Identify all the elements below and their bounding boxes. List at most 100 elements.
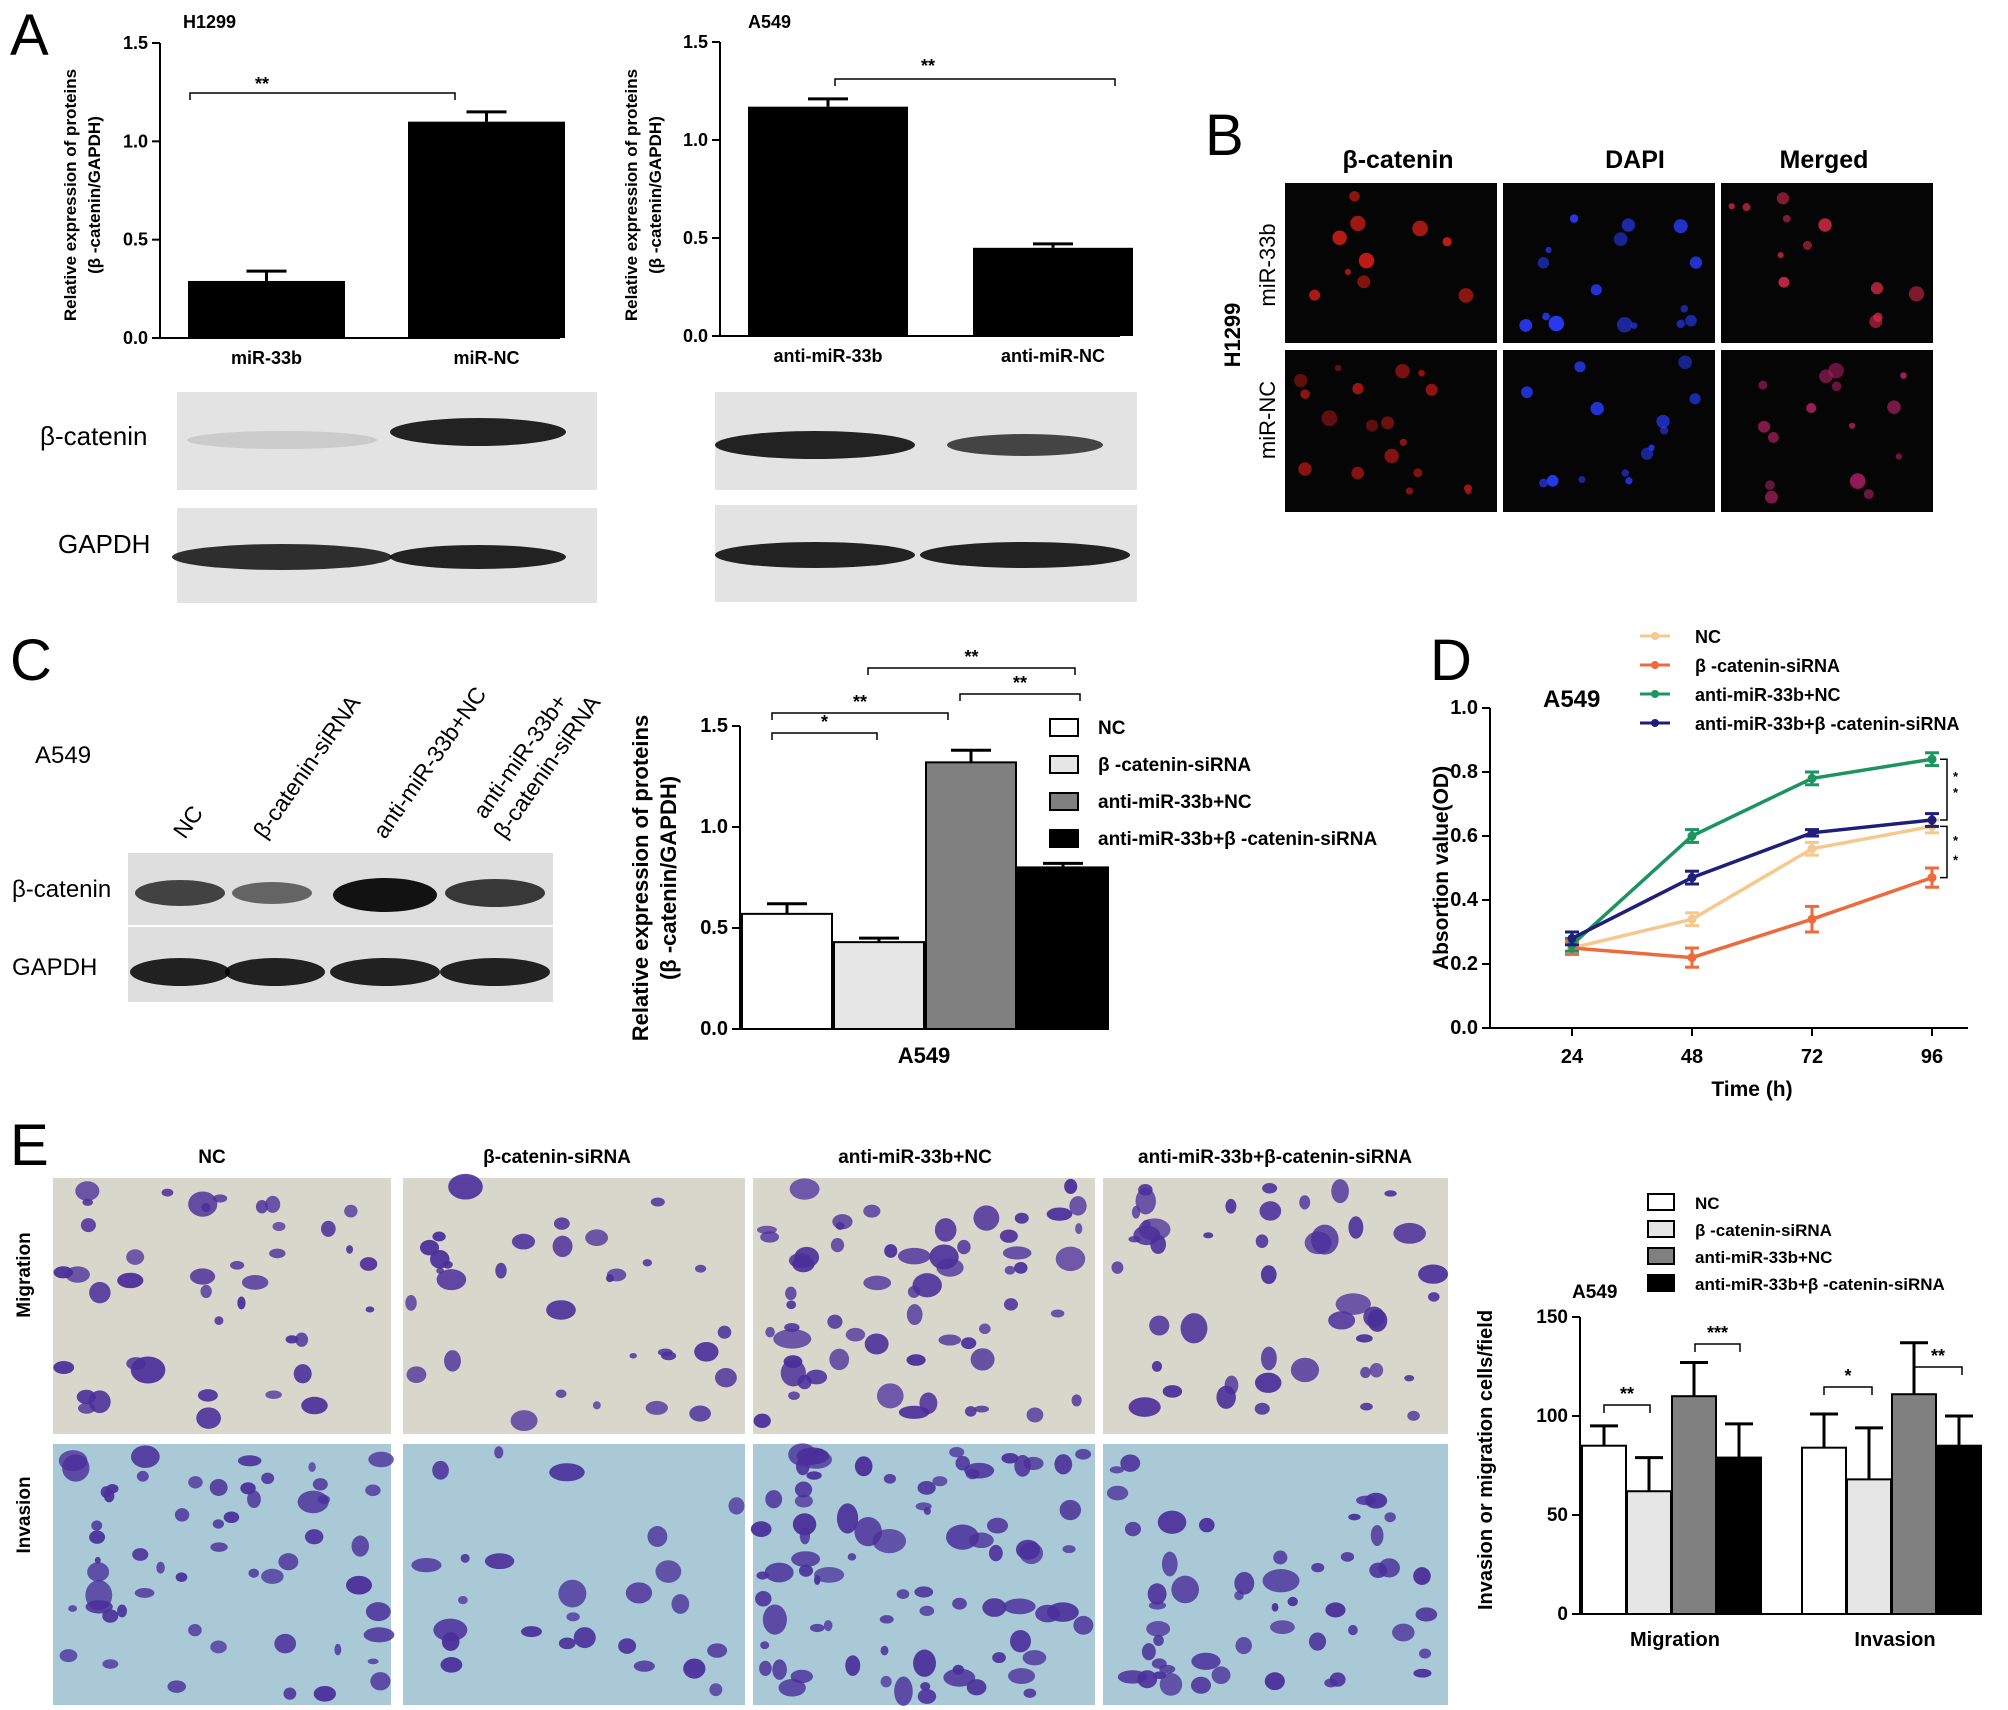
fluorescent-cell bbox=[1900, 372, 1907, 379]
stained-cell bbox=[946, 1524, 979, 1550]
stained-cell bbox=[558, 1637, 576, 1650]
stained-cell bbox=[707, 1643, 728, 1658]
stained-cell bbox=[1026, 1407, 1044, 1423]
stained-cell bbox=[786, 1300, 797, 1310]
legend-label: β -catenin-siRNA bbox=[1695, 1221, 1832, 1240]
stained-cell bbox=[573, 1627, 596, 1649]
stained-cell bbox=[961, 1337, 977, 1350]
stained-cell bbox=[1335, 1293, 1371, 1315]
fluorescent-cell bbox=[1908, 286, 1925, 302]
stained-cell bbox=[854, 1456, 873, 1477]
stained-cell bbox=[906, 1354, 926, 1366]
significance-bracket bbox=[1823, 1386, 1873, 1395]
fluorescent-cell bbox=[1625, 477, 1633, 485]
stained-cell bbox=[88, 1390, 111, 1414]
bar bbox=[1936, 1444, 1982, 1615]
stained-cell bbox=[778, 1679, 806, 1697]
fluorescent-cell bbox=[1300, 389, 1310, 399]
stained-cell bbox=[549, 1463, 585, 1482]
stained-cell bbox=[237, 1296, 246, 1310]
stained-cell bbox=[1004, 1265, 1016, 1275]
stained-cell bbox=[1157, 1510, 1187, 1534]
stained-cell bbox=[979, 1323, 991, 1335]
stained-cell bbox=[1348, 1216, 1364, 1239]
significance-label: *** bbox=[1707, 1323, 1728, 1343]
fluorescent-cell bbox=[1621, 218, 1636, 232]
stained-cell bbox=[1073, 1615, 1094, 1635]
stained-cell bbox=[1022, 1650, 1047, 1666]
stained-cell bbox=[1419, 1648, 1432, 1659]
stained-cell bbox=[750, 1521, 772, 1537]
stained-cell bbox=[789, 1178, 820, 1200]
y-tick-label: 50 bbox=[1547, 1505, 1568, 1526]
y-tick-label: 0.0 bbox=[683, 326, 708, 346]
stained-cell bbox=[756, 1571, 769, 1580]
fluorescent-cell bbox=[1764, 490, 1778, 504]
stained-cell bbox=[237, 1455, 262, 1467]
fluorescent-cell bbox=[1782, 214, 1791, 223]
x-tick-label: 48 bbox=[1681, 1046, 1703, 1068]
stained-cell bbox=[760, 1641, 770, 1650]
stained-cell bbox=[938, 1334, 962, 1346]
col-label-anti-mir-33b-nc: anti-miR-33b+NC bbox=[838, 1147, 992, 1168]
stained-cell bbox=[785, 1286, 797, 1301]
fluorescent-cell bbox=[1673, 219, 1688, 234]
stained-cell bbox=[1370, 1524, 1384, 1547]
bar bbox=[1017, 866, 1109, 1031]
fluorescent-cell bbox=[1870, 282, 1884, 295]
significance-label: ** bbox=[964, 647, 978, 667]
fluorescent-cell bbox=[1546, 475, 1559, 487]
stained-cell bbox=[301, 1396, 328, 1415]
fluorescent-cell bbox=[1332, 230, 1347, 245]
stained-cell bbox=[272, 1221, 286, 1232]
stained-cell bbox=[1159, 1673, 1183, 1696]
legend-marker bbox=[1651, 632, 1659, 640]
legend-label: anti-miR-33b+NC bbox=[1695, 1248, 1832, 1267]
stained-cell bbox=[1369, 1362, 1384, 1378]
stained-cell bbox=[796, 1447, 830, 1465]
stained-cell bbox=[87, 1562, 110, 1582]
stained-cell bbox=[765, 1326, 775, 1338]
legend-swatch bbox=[1049, 755, 1079, 774]
stained-cell bbox=[694, 1342, 719, 1362]
legend-marker bbox=[1651, 690, 1659, 698]
stained-cell bbox=[880, 1645, 889, 1656]
fluorescent-cell bbox=[1358, 252, 1375, 269]
stained-cell bbox=[923, 1507, 931, 1515]
stained-cell bbox=[1356, 1495, 1377, 1506]
data-point bbox=[1807, 844, 1817, 854]
y-tick-label: 150 bbox=[1536, 1307, 1568, 1328]
stained-cell bbox=[370, 1672, 391, 1691]
x-tick-label: anti-miR-NC bbox=[1001, 346, 1105, 366]
stained-cell bbox=[606, 1268, 627, 1282]
stained-cell bbox=[1014, 1212, 1029, 1224]
lane-label-nc: NC bbox=[168, 801, 208, 843]
y-tick-label: 0.8 bbox=[1450, 761, 1478, 783]
stained-cell bbox=[261, 1568, 284, 1584]
stained-cell bbox=[126, 1249, 145, 1265]
stained-cell bbox=[89, 1281, 111, 1304]
fluorescent-cell bbox=[1806, 403, 1817, 414]
stained-cell bbox=[241, 1275, 269, 1290]
significance-bracket bbox=[189, 92, 456, 100]
stained-cell bbox=[1149, 1315, 1170, 1336]
stained-cell bbox=[1262, 1569, 1300, 1593]
stained-cell bbox=[799, 1527, 811, 1545]
stained-cell bbox=[753, 1413, 771, 1428]
stained-cell bbox=[883, 1473, 897, 1484]
fluorescent-cell bbox=[1425, 383, 1438, 396]
chart-title: A549 bbox=[1572, 1282, 1617, 1303]
fluorescent-cell bbox=[1537, 257, 1550, 269]
significance-label: * bbox=[1953, 852, 1959, 867]
bar bbox=[1801, 1446, 1847, 1616]
stained-cell bbox=[344, 1204, 358, 1218]
data-point bbox=[1687, 831, 1697, 841]
stained-cell bbox=[647, 1526, 668, 1547]
y-tick-label: 0.5 bbox=[683, 228, 708, 248]
stained-cell bbox=[62, 1454, 90, 1482]
stained-cell bbox=[1211, 1666, 1231, 1684]
stained-cell bbox=[255, 1199, 268, 1214]
stained-cell bbox=[520, 1626, 542, 1638]
legend-swatch bbox=[1647, 1220, 1675, 1238]
chart-e: A549 Invasion or migration cells/field 0 5… bbox=[1475, 1193, 1982, 1651]
